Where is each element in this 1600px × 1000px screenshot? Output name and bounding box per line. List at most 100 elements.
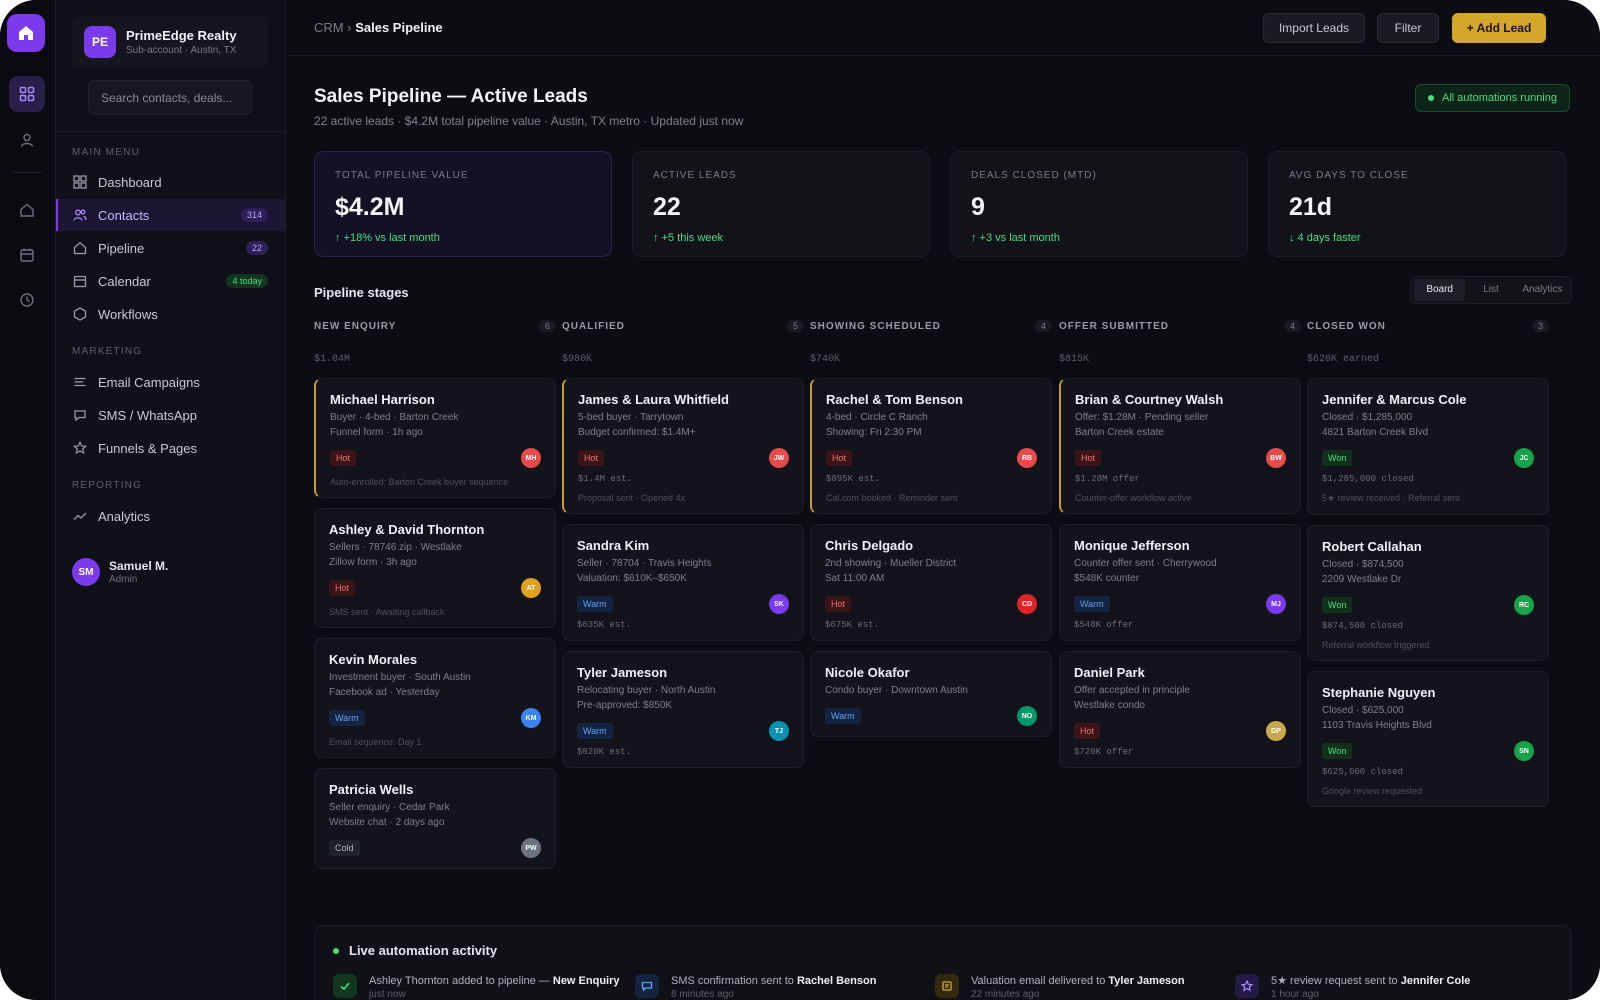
lead-card[interactable]: Tyler Jameson Relocating buyer · North Au… — [562, 651, 804, 768]
section-label-main: MAIN MENU — [72, 147, 141, 158]
lead-card[interactable]: Daniel Park Offer accepted in principle We… — [1059, 651, 1301, 768]
column-header: CLOSED WON 3 — [1307, 318, 1549, 334]
lead-name: Stephanie Nguyen — [1322, 685, 1436, 700]
lead-card[interactable]: Kevin Morales Investment buyer · South Au… — [314, 638, 556, 758]
pipeline-count-badge: 22 — [245, 241, 268, 255]
lead-detail: 4821 Barton Creek Blvd — [1322, 427, 1429, 438]
lead-detail: Sat 11:00 AM — [825, 573, 885, 584]
lead-card[interactable]: Robert Callahan Closed · $874,500 2209 Wes… — [1307, 525, 1549, 661]
lead-meta-row: Won RC — [1322, 595, 1534, 615]
activity-message: SMS confirmation sent to — [671, 975, 797, 987]
user-profile[interactable]: SM Samuel M. Admin — [72, 558, 168, 586]
lead-card[interactable]: Brian & Courtney Walsh Offer: $1.28M · Pe… — [1059, 378, 1301, 514]
pipeline-column: SHOWING SCHEDULED 4 $740K Rachel & Tom Bens… — [810, 318, 1052, 737]
tab-analytics[interactable]: Analytics — [1522, 284, 1563, 295]
stat-label: AVG DAYS TO CLOSE — [1289, 170, 1409, 181]
user-icon[interactable] — [9, 122, 45, 158]
lead-automation-note: Proposal sent · Opened 4x — [578, 493, 686, 503]
sidebar-item-contacts[interactable]: Contacts 314 — [56, 199, 286, 231]
column-total: $1.04M — [314, 354, 351, 365]
star-icon — [1235, 974, 1259, 998]
calendar-icon[interactable] — [9, 237, 45, 273]
lead-card[interactable]: Chris Delgado 2nd showing · Mueller Distr… — [810, 524, 1052, 641]
import-leads-button[interactable]: Import Leads — [1263, 13, 1365, 43]
pipeline-column: NEW ENQUIRY 6 $1.04M Michael Harrison Buyer … — [314, 318, 556, 869]
pipeline-column: QUALIFIED 5 $980K James & Laura Whitfield 5-… — [562, 318, 804, 768]
sidebar-item-analytics[interactable]: Analytics — [56, 500, 286, 532]
lead-meta-row: Hot MH — [330, 448, 541, 468]
star-icon — [72, 440, 88, 456]
stat-card-active-leads: ACTIVE LEADS 22 ↑ +5 this week — [632, 151, 930, 257]
lead-card[interactable]: Monique Jefferson Counter offer sent · Ch… — [1059, 524, 1301, 641]
lead-detail: Facebook ad · Yesterday — [329, 687, 440, 698]
breadcrumb-root[interactable]: CRM — [314, 20, 344, 35]
activity-item[interactable]: Ashley Thornton added to pipeline — New … — [333, 974, 623, 1000]
grid-icon[interactable] — [9, 76, 45, 112]
lead-detail: Seller · 78704 · Travis Heights — [577, 558, 712, 569]
sidebar-item-workflows[interactable]: Workflows — [56, 298, 286, 330]
activity-item[interactable]: 5★ review request sent to Jennifer Cole 1… — [1235, 974, 1525, 1000]
house-icon[interactable] — [9, 192, 45, 228]
automation-status-badge: All automations running — [1415, 84, 1570, 112]
lead-name: Chris Delgado — [825, 538, 914, 553]
live-dot-icon — [333, 947, 339, 954]
stat-label: TOTAL PIPELINE VALUE — [335, 170, 469, 181]
activity-text: SMS confirmation sent to Rachel Benson — [671, 974, 876, 989]
lead-meta-row: Warm MJ — [1074, 594, 1286, 614]
search-input[interactable] — [88, 80, 252, 115]
lead-detail: Counter offer sent · Cherrywood — [1074, 558, 1217, 569]
lead-detail: 2nd showing · Mueller District — [825, 558, 957, 569]
lead-detail: 4-bed · Circle C Ranch — [826, 412, 928, 423]
activity-message: 5★ review request sent to — [1271, 975, 1401, 987]
lead-detail: Westlake condo — [1074, 700, 1145, 711]
sidebar-item-label: Pipeline — [98, 240, 145, 256]
column-header: OFFER SUBMITTED 4 — [1059, 318, 1301, 334]
sidebar-item-email-campaigns[interactable]: Email Campaigns — [56, 366, 286, 398]
chat-bubble-icon — [635, 974, 659, 998]
lead-name: Kevin Morales — [329, 652, 418, 667]
lead-name: Brian & Courtney Walsh — [1075, 392, 1224, 407]
live-activity-panel: Live automation activity Ashley Thornton… — [314, 925, 1572, 1000]
filter-button[interactable]: Filter — [1377, 13, 1439, 43]
sidebar-item-sms[interactable]: SMS / WhatsApp — [56, 399, 286, 431]
lead-meta-row: Hot JW — [578, 448, 789, 468]
sidebar-item-pipeline[interactable]: Pipeline 22 — [56, 232, 286, 264]
status-badge: Won — [1322, 743, 1353, 759]
lead-name: Ashley & David Thornton — [329, 522, 485, 537]
lead-card[interactable]: Rachel & Tom Benson 4-bed · Circle C Ranc… — [810, 378, 1052, 514]
lead-card[interactable]: Ashley & David Thornton Sellers · 78746 z… — [314, 508, 556, 628]
status-dot-icon — [1428, 95, 1435, 101]
sidebar-item-dashboard[interactable]: Dashboard — [56, 166, 286, 198]
stat-delta: ↑ +5 this week — [653, 232, 724, 244]
status-badge: Warm — [825, 708, 861, 724]
lead-detail: Showing: Fri 2:30 PM — [826, 427, 922, 438]
stat-delta: ↑ +18% vs last month — [335, 232, 440, 244]
sidebar-divider — [56, 131, 286, 132]
lead-detail: 2209 Westlake Dr — [1322, 574, 1402, 585]
lead-meta-row: Warm KM — [329, 708, 541, 728]
avatar: AT — [521, 578, 541, 598]
lead-detail: Zillow form · 3h ago — [329, 557, 417, 568]
lead-card[interactable]: Sandra Kim Seller · 78704 · Travis Height… — [562, 524, 804, 641]
column-total: $980K — [562, 354, 593, 365]
tab-board[interactable]: Board — [1414, 279, 1466, 301]
lead-card[interactable]: Jennifer & Marcus Cole Closed · $1,285,00… — [1307, 378, 1549, 515]
lead-card[interactable]: Stephanie Nguyen Closed · $625,000 1103 Tr… — [1307, 671, 1549, 807]
stat-card-avg-days: AVG DAYS TO CLOSE 21d ↓ 4 days faster — [1268, 151, 1566, 257]
lead-card[interactable]: James & Laura Whitfield 5-bed buyer · Tar… — [562, 378, 804, 514]
sidebar-item-funnels[interactable]: Funnels & Pages — [56, 432, 286, 464]
add-lead-button[interactable]: + Add Lead — [1452, 13, 1546, 43]
sidebar-item-calendar[interactable]: Calendar 4 today — [56, 265, 286, 297]
sidebar-item-label: Calendar — [98, 273, 151, 289]
activity-item[interactable]: Valuation email delivered to Tyler James… — [935, 974, 1225, 1000]
lead-card[interactable]: Michael Harrison Buyer · 4-bed · Barton C… — [314, 378, 556, 498]
clock-icon[interactable] — [9, 282, 45, 318]
lead-value: $548K offer — [1074, 620, 1134, 630]
account-switcher[interactable]: PE PrimeEdge Realty Sub-account · Austin… — [72, 16, 268, 68]
tab-list[interactable]: List — [1483, 284, 1499, 295]
lead-automation-note: Auto-enrolled: Barton Creek buyer sequen… — [330, 477, 509, 487]
lead-card[interactable]: Nicole Okafor Condo buyer · Downtown Aust… — [810, 651, 1052, 737]
home-logo-icon[interactable] — [7, 14, 45, 52]
lead-card[interactable]: Patricia Wells Seller enquiry · Cedar Par… — [314, 768, 556, 869]
activity-item[interactable]: SMS confirmation sent to Rachel Benson 8 … — [635, 974, 925, 1000]
